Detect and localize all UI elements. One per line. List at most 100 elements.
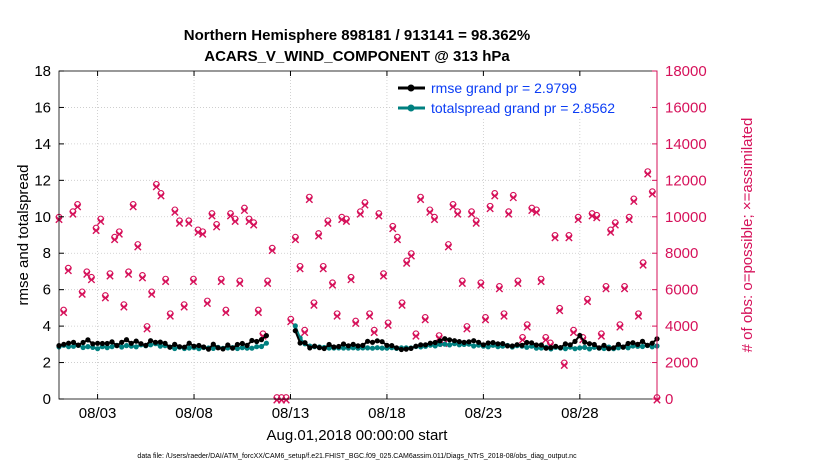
rmse-point: [254, 338, 260, 345]
rmse-point: [350, 341, 356, 347]
obs-assimilated-point: [597, 332, 606, 340]
obs-count-series: [55, 168, 661, 404]
x-tick-label: 08/23: [465, 405, 503, 422]
rmse-point: [95, 340, 101, 346]
obs-assimilated-point: [532, 208, 541, 217]
rmse-point: [625, 340, 631, 347]
spread-point: [577, 345, 583, 351]
rmse-point: [466, 339, 472, 345]
spread-point: [562, 346, 569, 352]
rmse-point: [360, 342, 366, 348]
rmse-point: [601, 342, 607, 348]
rmse-point: [635, 341, 641, 347]
obs-assimilated-point: [500, 312, 508, 320]
rmse-point: [307, 345, 313, 351]
spread-point: [582, 344, 588, 350]
obs-assimilated-point: [175, 219, 184, 227]
rmse-point: [519, 342, 525, 348]
rmse-point: [596, 345, 602, 351]
rmse-point: [143, 342, 149, 348]
spread-point: [639, 343, 646, 350]
right-tick-label: 2000: [665, 355, 698, 372]
rmse-point: [331, 344, 337, 350]
obs-assimilated-point: [185, 219, 193, 227]
spread-point: [80, 344, 86, 351]
legend-rmse-label: rmse grand pr = 2.9799: [431, 80, 577, 96]
obs-assimilated-point: [305, 195, 314, 204]
obs-assimilated-point: [620, 285, 629, 293]
obs-assimilated-point: [208, 212, 216, 220]
rmse-point: [138, 341, 144, 347]
spread-point: [109, 344, 115, 350]
obs-assimilated-point: [342, 217, 351, 226]
rmse-point: [210, 341, 216, 347]
obs-assimilated-point: [319, 265, 327, 273]
rmse-point: [577, 332, 583, 339]
rmse-point: [340, 341, 347, 347]
obs-assimilated-point: [472, 219, 480, 227]
rmse-point: [263, 333, 269, 339]
left-tick-label: 6: [43, 282, 51, 299]
rmse-point: [230, 345, 236, 351]
rmse-point: [649, 340, 655, 346]
obs-assimilated-point: [124, 270, 133, 278]
rmse-point: [567, 342, 573, 348]
obs-assimilated-point: [212, 223, 221, 231]
rmse-point: [215, 345, 221, 351]
obs-assimilated-point: [616, 323, 624, 331]
spread-point: [239, 345, 245, 351]
right-tick-label: 14000: [665, 136, 707, 153]
obs-assimilated-point: [222, 308, 230, 317]
obs-assimilated-point: [236, 279, 244, 288]
right-tick-label: 18000: [665, 63, 707, 80]
obs-assimilated-point: [78, 290, 86, 299]
obs-assimilated-point: [412, 332, 420, 340]
spread-point: [90, 344, 96, 350]
rmse-point: [355, 343, 361, 349]
obs-assimilated-point: [514, 279, 522, 288]
obs-assimilated-point: [250, 221, 258, 229]
rmse-point: [408, 345, 414, 351]
spread-point: [157, 343, 163, 349]
obs-assimilated-point: [157, 192, 165, 200]
obs-assimilated-point: [430, 215, 439, 224]
rmse-point: [413, 343, 419, 349]
chart-title-line1: Northern Hemisphere 898181 / 913141 = 98…: [184, 27, 530, 44]
right-tick-label: 4000: [665, 318, 698, 335]
rmse-point: [302, 340, 308, 346]
obs-assimilated-point: [560, 361, 568, 370]
obs-assimilated-point: [393, 235, 402, 244]
spread-point: [649, 344, 655, 350]
obs-assimilated-point: [152, 183, 161, 191]
x-tick-label: 08/28: [561, 405, 599, 422]
obs-assimilated-point: [351, 319, 360, 328]
obs-assimilated-point: [555, 307, 564, 315]
rmse-point: [456, 339, 462, 345]
rmse-point: [61, 341, 67, 347]
obs-assimilated-point: [444, 243, 453, 251]
rmse-point: [234, 341, 240, 348]
obs-assimilated-point: [59, 308, 68, 317]
rmse-point: [369, 339, 376, 345]
obs-assimilated-point: [138, 274, 147, 282]
grid-layer: [59, 71, 657, 399]
rmse-point: [326, 341, 332, 348]
rmse-point: [533, 342, 540, 348]
right-tick-label: 6000: [665, 282, 698, 299]
obs-assimilated-point: [606, 228, 615, 237]
rmse-point: [205, 346, 212, 352]
rmse-series: [56, 328, 660, 353]
rmse-point: [186, 340, 192, 346]
rmse-point: [167, 344, 173, 350]
spread-point: [572, 346, 578, 352]
data-file-footnote: data file: /Users/raeder/DAI/ATM_forcXX/…: [137, 453, 577, 460]
obs-assimilated-point: [458, 279, 466, 288]
spread-point: [95, 346, 101, 352]
obs-assimilated-point: [287, 317, 295, 326]
rmse-point: [644, 342, 651, 348]
left-tick-label: 12: [34, 172, 51, 189]
rmse-point: [480, 342, 486, 348]
obs-assimilated-point: [491, 192, 499, 200]
right-tick-label: 10000: [665, 209, 707, 226]
